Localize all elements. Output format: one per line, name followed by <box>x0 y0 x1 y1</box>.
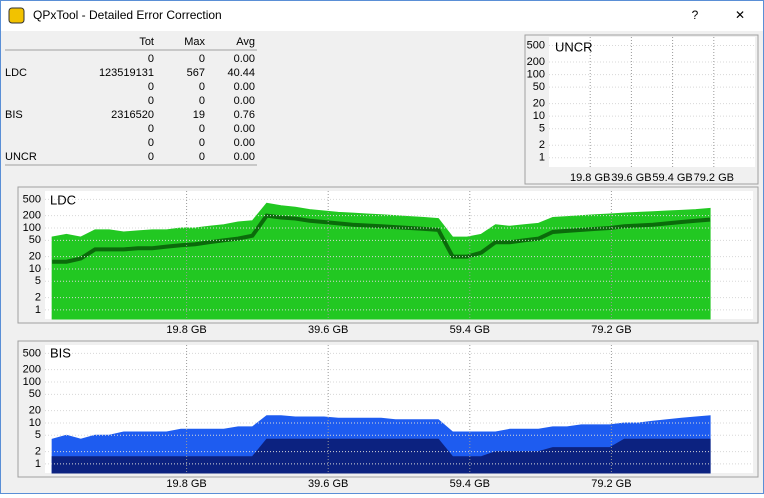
y-tick-label: 20 <box>29 251 41 263</box>
x-tick-label: 59.4 GB <box>450 324 490 336</box>
y-tick-label: 2 <box>35 291 41 303</box>
y-tick-label: 10 <box>29 263 41 275</box>
x-tick-label: 39.6 GB <box>308 478 348 490</box>
table-cell: 0.00 <box>234 137 255 149</box>
row-label: LDC <box>5 67 27 79</box>
table-cell: 0.00 <box>234 123 255 135</box>
y-tick-label: 500 <box>23 347 41 359</box>
table-cell: 0.00 <box>234 151 255 163</box>
table-cell: 0 <box>148 53 154 65</box>
table-cell: 0 <box>148 151 154 163</box>
table-cell: 0.00 <box>234 95 255 107</box>
y-tick-label: 200 <box>23 210 41 222</box>
close-button[interactable]: ✕ <box>735 8 745 22</box>
row-label: BIS <box>5 109 23 121</box>
y-tick-label: 1 <box>35 458 41 470</box>
chart-title: BIS <box>50 345 71 360</box>
table-cell: 0.76 <box>234 109 255 121</box>
y-tick-label: 5 <box>35 429 41 441</box>
table-cell: 0 <box>199 151 205 163</box>
y-tick-label: 10 <box>533 110 545 122</box>
table-cell: 19 <box>193 109 205 121</box>
table-cell: 0 <box>148 123 154 135</box>
y-tick-label: 50 <box>29 234 41 246</box>
series-area <box>51 202 711 320</box>
table-cell: 2316520 <box>111 109 154 121</box>
y-tick-label: 2 <box>35 445 41 457</box>
table-cell: 0 <box>148 137 154 149</box>
y-tick-label: 2 <box>539 139 545 151</box>
y-tick-label: 1 <box>539 152 545 164</box>
help-button[interactable]: ? <box>692 8 699 22</box>
window-title: QPxTool - Detailed Error Correction <box>33 8 222 22</box>
y-tick-label: 10 <box>29 417 41 429</box>
x-tick-label: 79.2 GB <box>591 478 631 490</box>
x-tick-label: 59.4 GB <box>652 172 692 184</box>
table-cell: 0 <box>148 95 154 107</box>
y-tick-label: 100 <box>23 222 41 234</box>
column-header: Max <box>184 36 205 48</box>
table-cell: 0 <box>199 95 205 107</box>
chart-title: UNCR <box>555 39 593 54</box>
series-line <box>52 213 711 264</box>
x-tick-label: 39.6 GB <box>611 172 651 184</box>
y-tick-label: 500 <box>23 193 41 205</box>
x-tick-label: 59.4 GB <box>450 478 490 490</box>
chart-title: LDC <box>50 192 76 207</box>
x-tick-label: 39.6 GB <box>308 324 348 336</box>
table-cell: 40.44 <box>227 67 255 79</box>
y-tick-label: 50 <box>533 81 545 93</box>
y-tick-label: 500 <box>527 39 545 51</box>
table-cell: 0.00 <box>234 53 255 65</box>
table-cell: 0 <box>199 137 205 149</box>
table-cell: 0 <box>199 53 205 65</box>
x-tick-label: 19.8 GB <box>166 478 206 490</box>
plot-area <box>549 37 755 167</box>
table-cell: 123519131 <box>99 67 154 79</box>
y-tick-label: 200 <box>527 56 545 68</box>
x-tick-label: 19.8 GB <box>166 324 206 336</box>
series-area <box>51 438 711 474</box>
table-cell: 0 <box>148 81 154 93</box>
x-tick-label: 79.2 GB <box>591 324 631 336</box>
table-cell: 0 <box>199 123 205 135</box>
app-icon <box>8 7 25 24</box>
y-tick-label: 20 <box>533 98 545 110</box>
title-bar <box>1 1 763 31</box>
table-cell: 0.00 <box>234 81 255 93</box>
y-tick-label: 50 <box>29 388 41 400</box>
y-tick-label: 5 <box>539 123 545 135</box>
y-tick-label: 5 <box>35 275 41 287</box>
y-tick-label: 200 <box>23 364 41 376</box>
x-tick-label: 79.2 GB <box>694 172 734 184</box>
column-header: Avg <box>236 36 255 48</box>
table-cell: 567 <box>187 67 205 79</box>
column-header: Tot <box>139 36 154 48</box>
x-tick-label: 19.8 GB <box>570 172 610 184</box>
row-label: UNCR <box>5 151 37 163</box>
y-tick-label: 1 <box>35 304 41 316</box>
y-tick-label: 100 <box>527 68 545 80</box>
y-tick-label: 100 <box>23 376 41 388</box>
table-cell: 0 <box>199 81 205 93</box>
y-tick-label: 20 <box>29 405 41 417</box>
